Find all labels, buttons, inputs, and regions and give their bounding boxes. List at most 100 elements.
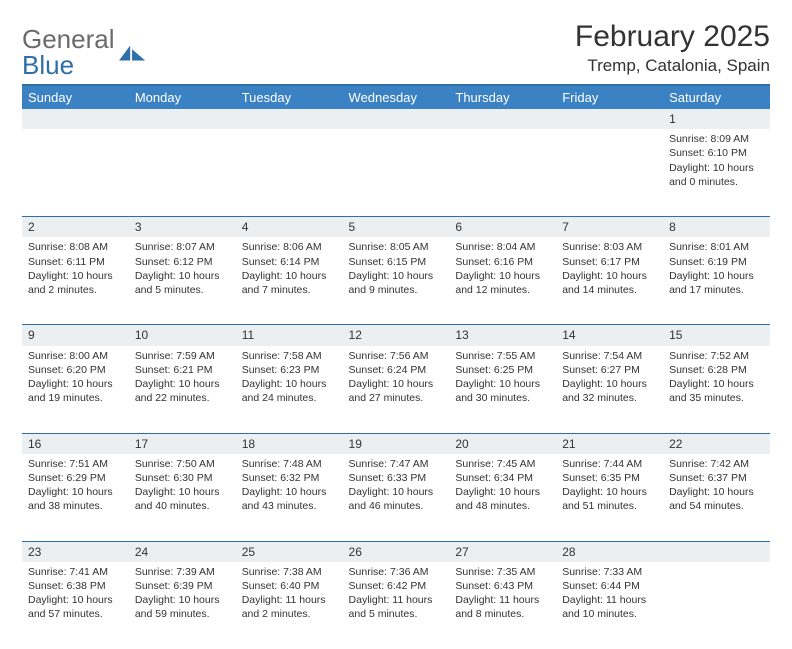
- day-number: 21: [562, 437, 575, 451]
- day-sun-text: Sunrise: 7:58 AM Sunset: 6:23 PM Dayligh…: [242, 349, 337, 406]
- weekday-header: Friday: [556, 85, 663, 109]
- day-content-row: Sunrise: 8:00 AM Sunset: 6:20 PM Dayligh…: [22, 346, 770, 434]
- day-cell: Sunrise: 8:05 AM Sunset: 6:15 PM Dayligh…: [343, 237, 450, 325]
- day-number-cell: 27: [449, 542, 556, 562]
- day-number: 28: [562, 545, 575, 559]
- day-number: 3: [135, 220, 142, 234]
- calendar-body: 1 Sunrise: 8:09 AM Sunset: 6:10 PM Daylig…: [22, 109, 770, 649]
- day-number: 1: [669, 112, 676, 126]
- day-number: 13: [455, 328, 468, 342]
- day-number: 9: [28, 328, 35, 342]
- day-cell: Sunrise: 8:09 AM Sunset: 6:10 PM Dayligh…: [663, 129, 770, 217]
- day-cell: Sunrise: 7:35 AM Sunset: 6:43 PM Dayligh…: [449, 562, 556, 649]
- day-sun-text: Sunrise: 7:35 AM Sunset: 6:43 PM Dayligh…: [455, 565, 550, 622]
- day-number-row: 232425262728: [22, 542, 770, 562]
- day-number: 4: [242, 220, 249, 234]
- day-cell: [22, 129, 129, 217]
- day-number-cell: 21: [556, 434, 663, 454]
- day-number-cell: [22, 109, 129, 129]
- day-cell: Sunrise: 7:33 AM Sunset: 6:44 PM Dayligh…: [556, 562, 663, 649]
- day-number-cell: 9: [22, 325, 129, 345]
- day-sun-text: Sunrise: 7:52 AM Sunset: 6:28 PM Dayligh…: [669, 349, 764, 406]
- day-cell: [236, 129, 343, 217]
- day-sun-text: Sunrise: 7:44 AM Sunset: 6:35 PM Dayligh…: [562, 457, 657, 514]
- day-content-row: Sunrise: 8:09 AM Sunset: 6:10 PM Dayligh…: [22, 129, 770, 217]
- day-number-cell: 15: [663, 325, 770, 345]
- day-sun-text: Sunrise: 7:42 AM Sunset: 6:37 PM Dayligh…: [669, 457, 764, 514]
- day-sun-text: Sunrise: 7:47 AM Sunset: 6:33 PM Dayligh…: [349, 457, 444, 514]
- day-sun-text: Sunrise: 7:38 AM Sunset: 6:40 PM Dayligh…: [242, 565, 337, 622]
- day-sun-text: Sunrise: 7:55 AM Sunset: 6:25 PM Dayligh…: [455, 349, 550, 406]
- day-number-cell: 10: [129, 325, 236, 345]
- day-number: 8: [669, 220, 676, 234]
- day-number-cell: 23: [22, 542, 129, 562]
- day-number: 15: [669, 328, 682, 342]
- day-number: 7: [562, 220, 569, 234]
- day-cell: Sunrise: 7:42 AM Sunset: 6:37 PM Dayligh…: [663, 454, 770, 542]
- day-number-cell: 28: [556, 542, 663, 562]
- day-cell: [556, 129, 663, 217]
- day-number-cell: 25: [236, 542, 343, 562]
- weekday-header: Sunday: [22, 85, 129, 109]
- day-sun-text: Sunrise: 8:06 AM Sunset: 6:14 PM Dayligh…: [242, 240, 337, 297]
- day-cell: Sunrise: 8:06 AM Sunset: 6:14 PM Dayligh…: [236, 237, 343, 325]
- day-number-cell: [556, 109, 663, 129]
- day-number: 20: [455, 437, 468, 451]
- day-number-cell: [449, 109, 556, 129]
- day-number: 18: [242, 437, 255, 451]
- day-number: 16: [28, 437, 41, 451]
- day-number-cell: 16: [22, 434, 129, 454]
- calendar-header-row: Sunday Monday Tuesday Wednesday Thursday…: [22, 85, 770, 109]
- day-number-row: 9101112131415: [22, 325, 770, 345]
- location-text: Tremp, Catalonia, Spain: [575, 56, 770, 76]
- day-cell: Sunrise: 7:50 AM Sunset: 6:30 PM Dayligh…: [129, 454, 236, 542]
- day-number-row: 16171819202122: [22, 434, 770, 454]
- day-cell: [449, 129, 556, 217]
- brand-logo: General Blue: [22, 26, 147, 78]
- day-cell: [663, 562, 770, 649]
- weekday-header: Saturday: [663, 85, 770, 109]
- day-cell: Sunrise: 7:47 AM Sunset: 6:33 PM Dayligh…: [343, 454, 450, 542]
- day-sun-text: Sunrise: 7:36 AM Sunset: 6:42 PM Dayligh…: [349, 565, 444, 622]
- day-cell: Sunrise: 7:55 AM Sunset: 6:25 PM Dayligh…: [449, 346, 556, 434]
- day-cell: Sunrise: 8:03 AM Sunset: 6:17 PM Dayligh…: [556, 237, 663, 325]
- day-number-cell: 26: [343, 542, 450, 562]
- day-number-cell: [236, 109, 343, 129]
- day-cell: Sunrise: 7:44 AM Sunset: 6:35 PM Dayligh…: [556, 454, 663, 542]
- day-cell: Sunrise: 7:54 AM Sunset: 6:27 PM Dayligh…: [556, 346, 663, 434]
- calendar-page: General Blue February 2025 Tremp, Catalo…: [0, 0, 792, 612]
- day-sun-text: Sunrise: 8:00 AM Sunset: 6:20 PM Dayligh…: [28, 349, 123, 406]
- day-cell: Sunrise: 8:04 AM Sunset: 6:16 PM Dayligh…: [449, 237, 556, 325]
- day-number-cell: 8: [663, 217, 770, 237]
- day-sun-text: Sunrise: 8:03 AM Sunset: 6:17 PM Dayligh…: [562, 240, 657, 297]
- day-number-cell: 13: [449, 325, 556, 345]
- day-number: 23: [28, 545, 41, 559]
- day-number-cell: 12: [343, 325, 450, 345]
- day-number-row: 2345678: [22, 217, 770, 237]
- day-sun-text: Sunrise: 7:48 AM Sunset: 6:32 PM Dayligh…: [242, 457, 337, 514]
- day-cell: Sunrise: 7:38 AM Sunset: 6:40 PM Dayligh…: [236, 562, 343, 649]
- weekday-header: Wednesday: [343, 85, 450, 109]
- day-cell: Sunrise: 7:52 AM Sunset: 6:28 PM Dayligh…: [663, 346, 770, 434]
- day-number-cell: 11: [236, 325, 343, 345]
- day-number-cell: [129, 109, 236, 129]
- day-number-cell: 20: [449, 434, 556, 454]
- weekday-header: Thursday: [449, 85, 556, 109]
- day-sun-text: Sunrise: 7:39 AM Sunset: 6:39 PM Dayligh…: [135, 565, 230, 622]
- day-cell: Sunrise: 8:08 AM Sunset: 6:11 PM Dayligh…: [22, 237, 129, 325]
- day-number-cell: 17: [129, 434, 236, 454]
- day-number: 5: [349, 220, 356, 234]
- day-number-cell: 6: [449, 217, 556, 237]
- day-number: 6: [455, 220, 462, 234]
- day-cell: [129, 129, 236, 217]
- logo-sail-icon: [119, 43, 147, 63]
- day-cell: Sunrise: 8:01 AM Sunset: 6:19 PM Dayligh…: [663, 237, 770, 325]
- calendar-table: Sunday Monday Tuesday Wednesday Thursday…: [22, 84, 770, 649]
- logo-text: General Blue: [22, 26, 115, 78]
- day-cell: Sunrise: 7:45 AM Sunset: 6:34 PM Dayligh…: [449, 454, 556, 542]
- day-sun-text: Sunrise: 7:50 AM Sunset: 6:30 PM Dayligh…: [135, 457, 230, 514]
- day-sun-text: Sunrise: 8:09 AM Sunset: 6:10 PM Dayligh…: [669, 132, 764, 189]
- day-number: 11: [242, 328, 254, 342]
- day-sun-text: Sunrise: 7:59 AM Sunset: 6:21 PM Dayligh…: [135, 349, 230, 406]
- day-cell: Sunrise: 7:58 AM Sunset: 6:23 PM Dayligh…: [236, 346, 343, 434]
